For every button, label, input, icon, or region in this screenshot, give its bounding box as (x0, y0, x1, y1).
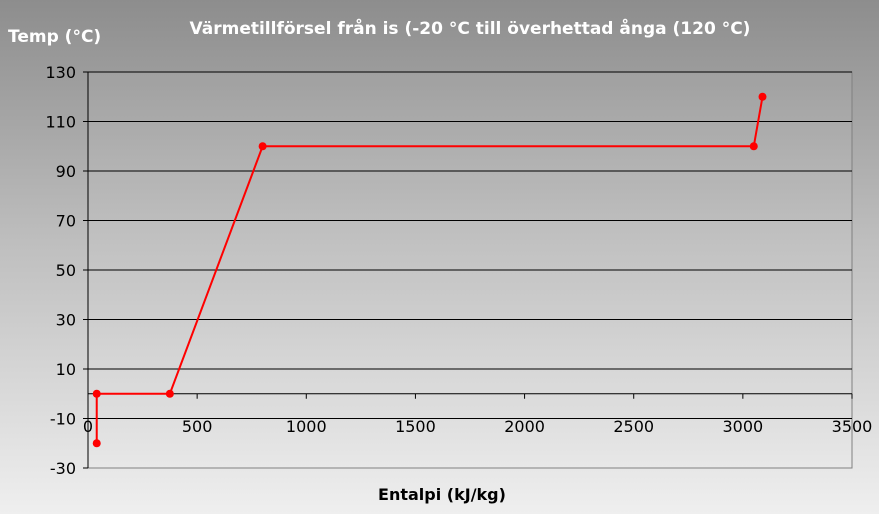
data-point (749, 142, 758, 151)
x-tick-label: 500 (182, 417, 213, 436)
y-tick-label: 110 (45, 113, 76, 132)
series-line (95, 96, 764, 444)
x-tick-label: 0 (83, 417, 93, 436)
x-axis-label: Entalpi (kJ/kg) (378, 485, 506, 504)
data-point (92, 389, 101, 398)
y-tick-label: 130 (45, 63, 76, 82)
x-tick-label: 3500 (832, 417, 873, 436)
y-tick-label: 30 (56, 311, 76, 330)
y-tick-label: 90 (56, 162, 76, 181)
data-point (258, 142, 267, 151)
x-tick-label: 3000 (722, 417, 763, 436)
x-tick-label: 1500 (395, 417, 436, 436)
x-tick-label: 2500 (613, 417, 654, 436)
data-point (758, 92, 767, 101)
y-axis-label: Temp (°C) (8, 27, 101, 47)
y-tick-label: 50 (56, 261, 76, 280)
y-tick-label: 10 (56, 360, 76, 379)
x-tick-label: 1000 (286, 417, 327, 436)
y-tick-label: 70 (56, 212, 76, 231)
y-tick-label: -30 (50, 459, 76, 478)
data-point (165, 389, 174, 398)
chart-title: Värmetillförsel från is (-20 °C till öve… (190, 17, 751, 39)
y-tick-label: -10 (50, 410, 76, 429)
x-tick-label: 2000 (504, 417, 545, 436)
data-point (92, 439, 101, 448)
plot-area: -30 -10 10 30 50 70 90 110 130 0 500 1000 1500 2000 25… (45, 63, 872, 478)
